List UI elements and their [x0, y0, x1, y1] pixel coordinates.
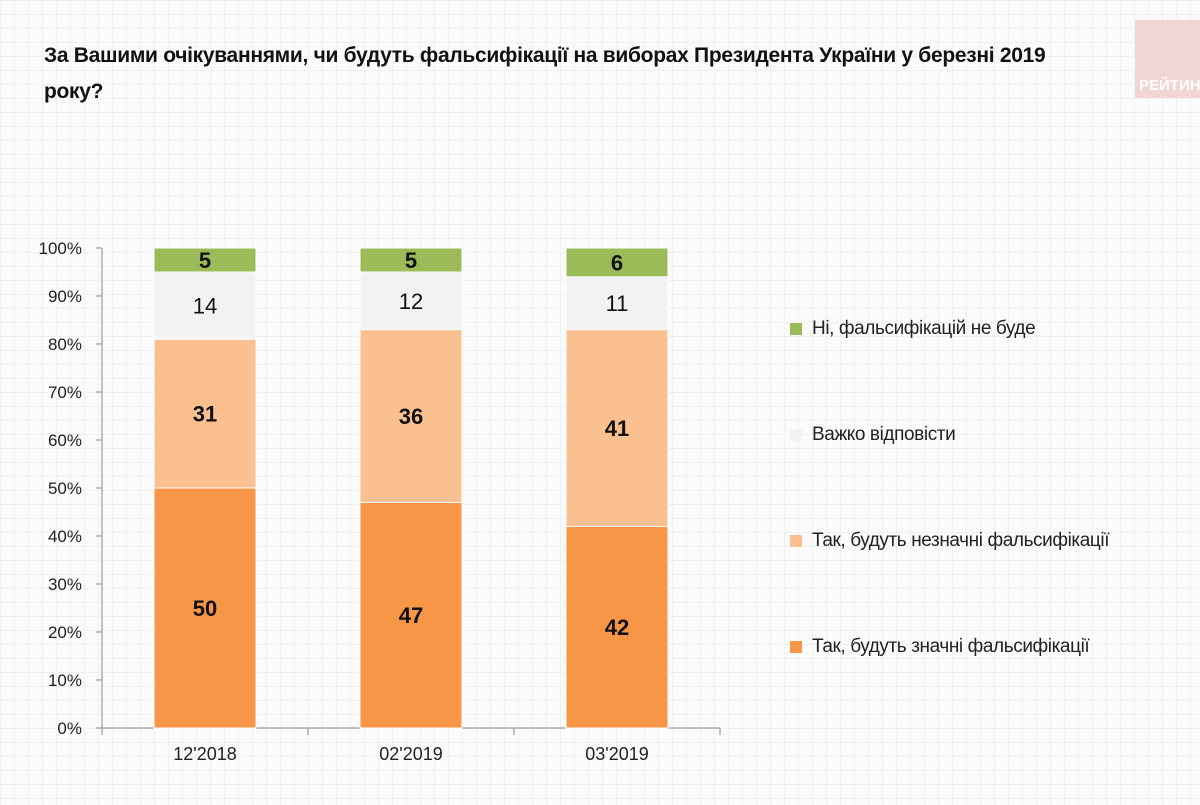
x-tick-label: 03'2019: [585, 744, 649, 764]
data-label: 47: [399, 603, 423, 628]
data-label: 41: [605, 416, 629, 441]
y-tick-label: 100%: [39, 239, 82, 258]
data-label: 5: [405, 248, 417, 273]
bar-segment: [565, 525, 669, 729]
y-tick-label: 10%: [48, 671, 82, 690]
data-label: 50: [193, 596, 217, 621]
bar-segment: [153, 338, 257, 489]
y-tick-label: 40%: [48, 527, 82, 546]
y-tick-label: 70%: [48, 383, 82, 402]
legend-swatch: [790, 535, 802, 547]
legend-label: Так, будуть незначні фальсифікації: [812, 530, 1110, 551]
y-tick-label: 20%: [48, 623, 82, 642]
legend-label: Важко відповісти: [812, 424, 956, 445]
data-label: 36: [399, 404, 423, 429]
bar-segment: [565, 276, 669, 331]
bar-segment: [359, 271, 463, 331]
chart-title: За Вашими очікуваннями, чи будуть фальси…: [44, 44, 1046, 103]
y-tick-label: 60%: [48, 431, 82, 450]
x-tick-label: 12'2018: [173, 744, 237, 764]
bar-segment: [565, 329, 669, 527]
data-label: 42: [605, 615, 629, 640]
y-tick-label: 80%: [48, 335, 82, 354]
bar-segment: [153, 271, 257, 340]
y-tick-label: 0%: [57, 719, 82, 738]
data-label: 6: [611, 250, 623, 275]
data-label: 31: [193, 402, 217, 427]
y-tick-label: 30%: [48, 575, 82, 594]
data-label: 11: [606, 291, 629, 316]
bar-segment: [359, 501, 463, 729]
bar-segment: [565, 247, 669, 278]
legend-swatch: [790, 429, 802, 441]
y-tick-label: 90%: [48, 287, 82, 306]
data-label: 5: [199, 248, 211, 273]
legend-swatch: [790, 323, 802, 335]
data-label: 14: [193, 294, 217, 319]
data-label: 12: [399, 289, 423, 314]
legend-swatch: [790, 641, 802, 653]
rating-logo: РЕЙТИН: [1135, 20, 1200, 98]
bar-segment: [359, 247, 463, 273]
x-tick-label: 02'2019: [379, 744, 443, 764]
y-tick-label: 50%: [48, 479, 82, 498]
bar-segment: [153, 247, 257, 273]
legend-label: Ні, фальсифікацій не буде: [812, 318, 1036, 339]
legend-label: Так, будуть значні фальсифікації: [812, 636, 1090, 657]
